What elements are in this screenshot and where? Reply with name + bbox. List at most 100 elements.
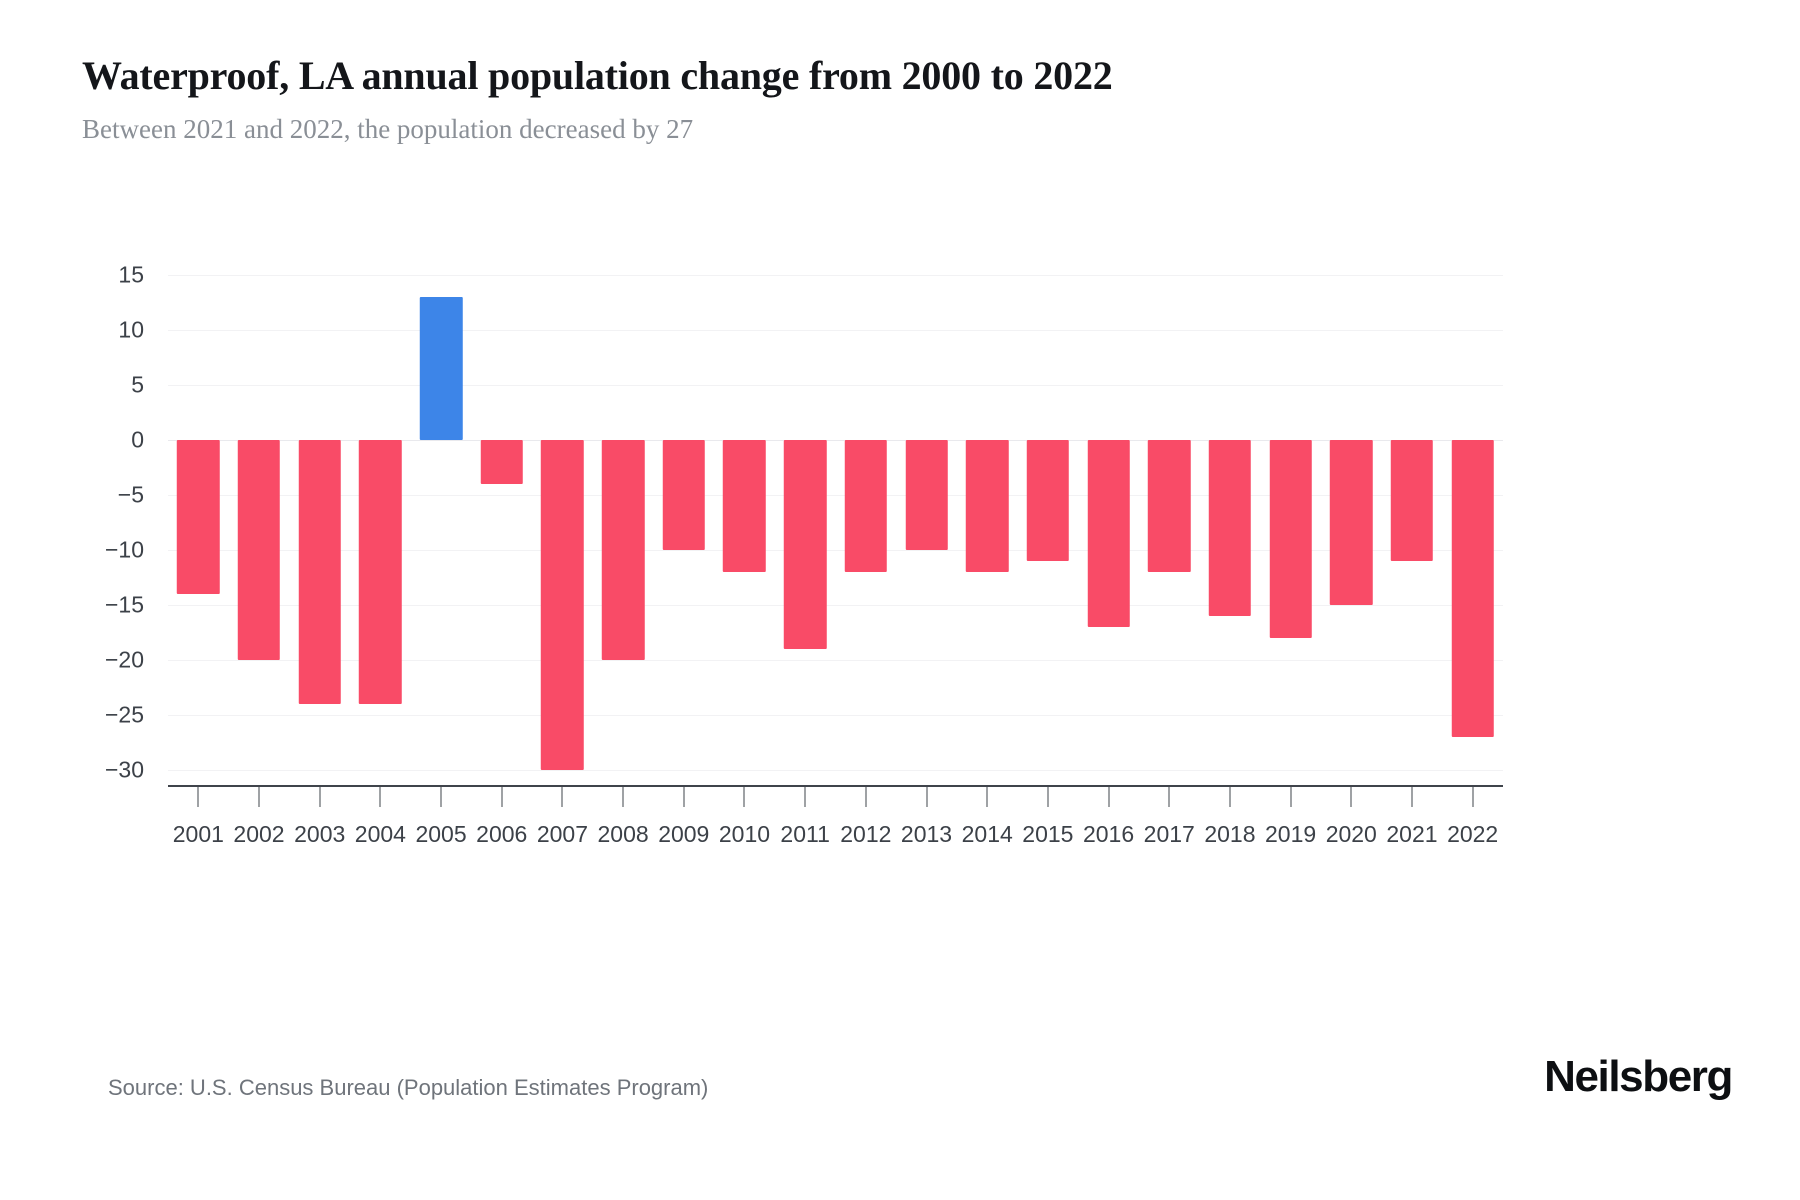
bar-2013[interactable] bbox=[905, 440, 948, 550]
bar-2003[interactable] bbox=[298, 440, 341, 704]
y-axis-tick-label: 0 bbox=[131, 426, 144, 453]
bar-slot-2008 bbox=[593, 225, 654, 785]
x-axis-tick-label: 2007 bbox=[536, 821, 588, 847]
bar-slot-2015 bbox=[1018, 225, 1079, 785]
bar-2014[interactable] bbox=[965, 440, 1009, 572]
x-axis-tick-mark bbox=[683, 787, 685, 807]
y-axis-tick-label: −10 bbox=[104, 536, 144, 563]
bar-2002[interactable] bbox=[237, 440, 281, 660]
gridline-5 bbox=[168, 385, 1503, 386]
y-axis-tick-label: 10 bbox=[118, 316, 144, 343]
x-axis-tick-mark bbox=[1229, 787, 1231, 807]
y-axis-tick-label: 15 bbox=[118, 261, 144, 288]
source-note: Source: U.S. Census Bureau (Population E… bbox=[108, 1075, 709, 1100]
bar-2005[interactable] bbox=[419, 297, 463, 440]
x-axis-tick-mark bbox=[1350, 787, 1352, 807]
brand-logo: Neilsberg bbox=[1544, 1052, 1733, 1101]
x-axis-tick-label: 2018 bbox=[1204, 821, 1256, 847]
bar-2009[interactable] bbox=[662, 440, 706, 550]
chart-subtitle: Between 2021 and 2022, the population de… bbox=[82, 114, 694, 145]
bar-2020[interactable] bbox=[1330, 440, 1373, 605]
bar-slot-2016 bbox=[1078, 225, 1139, 785]
x-axis-tick-label: 2016 bbox=[1082, 821, 1135, 847]
x-axis-tick-label: 2012 bbox=[840, 821, 892, 847]
bar-slot-2018 bbox=[1200, 225, 1261, 785]
x-axis-tick-label: 2003 bbox=[294, 821, 346, 847]
bar-slot-2004 bbox=[350, 225, 411, 785]
x-axis-tick-mark bbox=[561, 787, 563, 807]
x-axis-tick-mark bbox=[258, 787, 260, 807]
bar-2018[interactable] bbox=[1208, 440, 1252, 616]
x-axis-tick-mark bbox=[986, 787, 988, 807]
bar-2012[interactable] bbox=[844, 440, 888, 572]
y-axis-tick-label: −30 bbox=[104, 756, 144, 783]
x-axis-tick-mark bbox=[865, 787, 867, 807]
x-axis-tick-label: 2022 bbox=[1447, 821, 1499, 847]
x-axis-tick-label: 2013 bbox=[900, 821, 953, 847]
x-axis-tick-label: 2021 bbox=[1386, 821, 1438, 847]
gridline--10 bbox=[168, 550, 1503, 551]
chart-header: Waterproof, LA annual population change … bbox=[82, 52, 1722, 146]
bar-2010[interactable] bbox=[723, 440, 766, 572]
x-axis-tick-label: 2004 bbox=[354, 821, 406, 847]
x-axis-line bbox=[168, 785, 1503, 787]
bar-2022[interactable] bbox=[1451, 440, 1494, 737]
bar-slot-2009 bbox=[653, 225, 714, 785]
bars-group bbox=[168, 225, 1503, 785]
bar-2017[interactable] bbox=[1148, 440, 1191, 572]
x-axis-tick-mark bbox=[804, 787, 806, 807]
gridline-0 bbox=[168, 440, 1503, 441]
x-axis-tick-mark bbox=[1472, 787, 1474, 807]
x-axis-tick-label: 2011 bbox=[780, 821, 830, 847]
x-axis-tick-label: 2019 bbox=[1265, 821, 1317, 847]
bar-2007[interactable] bbox=[541, 440, 584, 770]
bar-2011[interactable] bbox=[783, 440, 827, 649]
bar-2008[interactable] bbox=[601, 440, 645, 660]
x-axis-tick-label: 2020 bbox=[1325, 821, 1377, 847]
bar-slot-2020 bbox=[1321, 225, 1382, 785]
gridline-15 bbox=[168, 275, 1503, 276]
plot-area: 15 10 5 0 −5 −10 −15 −20 −25 −30 2001 2002 2003 2004… bbox=[0, 225, 1800, 905]
bar-2001[interactable] bbox=[177, 440, 220, 594]
x-axis-tick-mark bbox=[1168, 787, 1170, 807]
gridline--5 bbox=[168, 495, 1503, 496]
x-axis-tick-mark bbox=[1047, 787, 1049, 807]
gridline--25 bbox=[168, 715, 1503, 716]
y-axis-tick-label: −15 bbox=[104, 591, 144, 618]
bar-slot-2007 bbox=[532, 225, 593, 785]
gridlines-group bbox=[168, 225, 1503, 785]
bar-slot-2006 bbox=[471, 225, 532, 785]
gridline-10 bbox=[168, 330, 1503, 331]
y-axis-tick-label: −20 bbox=[104, 646, 144, 673]
bar-slot-2021 bbox=[1382, 225, 1443, 785]
page-title: Waterproof, LA annual population change … bbox=[82, 53, 1113, 98]
bar-slot-2005 bbox=[411, 225, 472, 785]
x-axis-tick-mark bbox=[319, 787, 321, 807]
x-axis-tick-label: 2009 bbox=[658, 821, 710, 847]
x-axis-tick-label: 2017 bbox=[1143, 821, 1195, 847]
x-axis-tick-label: 2010 bbox=[718, 821, 771, 847]
x-axis-tick-label: 2006 bbox=[476, 821, 528, 847]
x-axis-tick-mark bbox=[743, 787, 745, 807]
x-axis-tick-mark bbox=[1108, 787, 1110, 807]
x-axis-tick-mark bbox=[1290, 787, 1292, 807]
x-axis-tick-mark bbox=[197, 787, 199, 807]
x-axis-tick-label: 2002 bbox=[233, 821, 285, 847]
y-axis-tick-label: −5 bbox=[117, 481, 144, 508]
x-axis-tick-mark bbox=[622, 787, 624, 807]
bar-2016[interactable] bbox=[1087, 440, 1130, 627]
bar-slot-2022 bbox=[1442, 225, 1503, 785]
y-axis-tick-label: 5 bbox=[131, 371, 144, 398]
bar-slot-2003 bbox=[289, 225, 350, 785]
gridline--20 bbox=[168, 660, 1503, 661]
bar-2006[interactable] bbox=[480, 440, 523, 484]
bar-2015[interactable] bbox=[1026, 440, 1070, 561]
x-axis-tick-label: 2014 bbox=[961, 821, 1013, 847]
gridline--30 bbox=[168, 770, 1503, 771]
bar-2021[interactable] bbox=[1390, 440, 1434, 561]
bar-slot-2019 bbox=[1260, 225, 1321, 785]
bar-2004[interactable] bbox=[359, 440, 402, 704]
x-axis-tick-mark bbox=[440, 787, 442, 807]
bar-2019[interactable] bbox=[1269, 440, 1312, 638]
